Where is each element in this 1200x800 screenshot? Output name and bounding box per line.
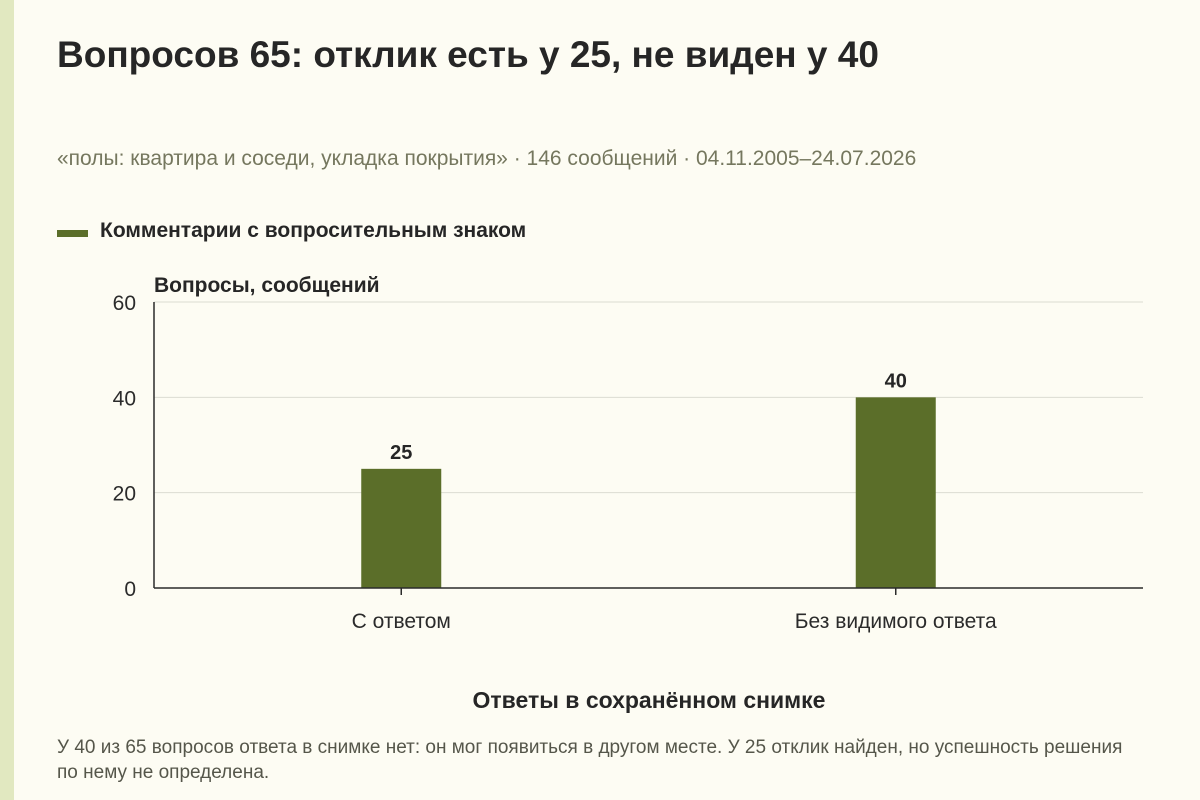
chart-title: Вопросов 65: отклик есть у 25, не виден …	[57, 34, 879, 75]
left-accent-band	[0, 0, 14, 800]
x-axis-label: Ответы в сохранённом снимке	[473, 687, 826, 713]
footnote: У 40 из 65 вопросов ответа в снимке нет:…	[57, 737, 1123, 783]
bar	[361, 468, 442, 588]
data-label: 25	[390, 442, 412, 464]
gridlines	[154, 301, 1143, 494]
legend-label: Комментарии с вопросительным знаком	[100, 219, 527, 242]
y-tick-label: 40	[113, 387, 136, 410]
y-tick-label: 0	[124, 578, 136, 601]
chart-subtitle: «полы: квартира и соседи, укладка покрыт…	[57, 147, 917, 170]
y-axis-label: Вопросы, сообщений	[154, 274, 380, 297]
data-labels: 25 40	[390, 370, 907, 464]
bars	[361, 397, 936, 588]
y-ticks: 0 20 40 60	[113, 292, 136, 601]
legend: Комментарии с вопросительным знаком	[57, 219, 526, 243]
legend-swatch	[57, 229, 88, 237]
y-tick-label: 20	[113, 483, 136, 506]
y-tick-label: 60	[113, 292, 136, 315]
bar	[855, 397, 936, 588]
x-tick-label: Без видимого ответа	[795, 610, 997, 633]
data-label: 40	[885, 370, 907, 392]
x-tick-label: С ответом	[352, 610, 451, 633]
x-ticks: С ответом Без видимого ответа	[352, 588, 997, 633]
